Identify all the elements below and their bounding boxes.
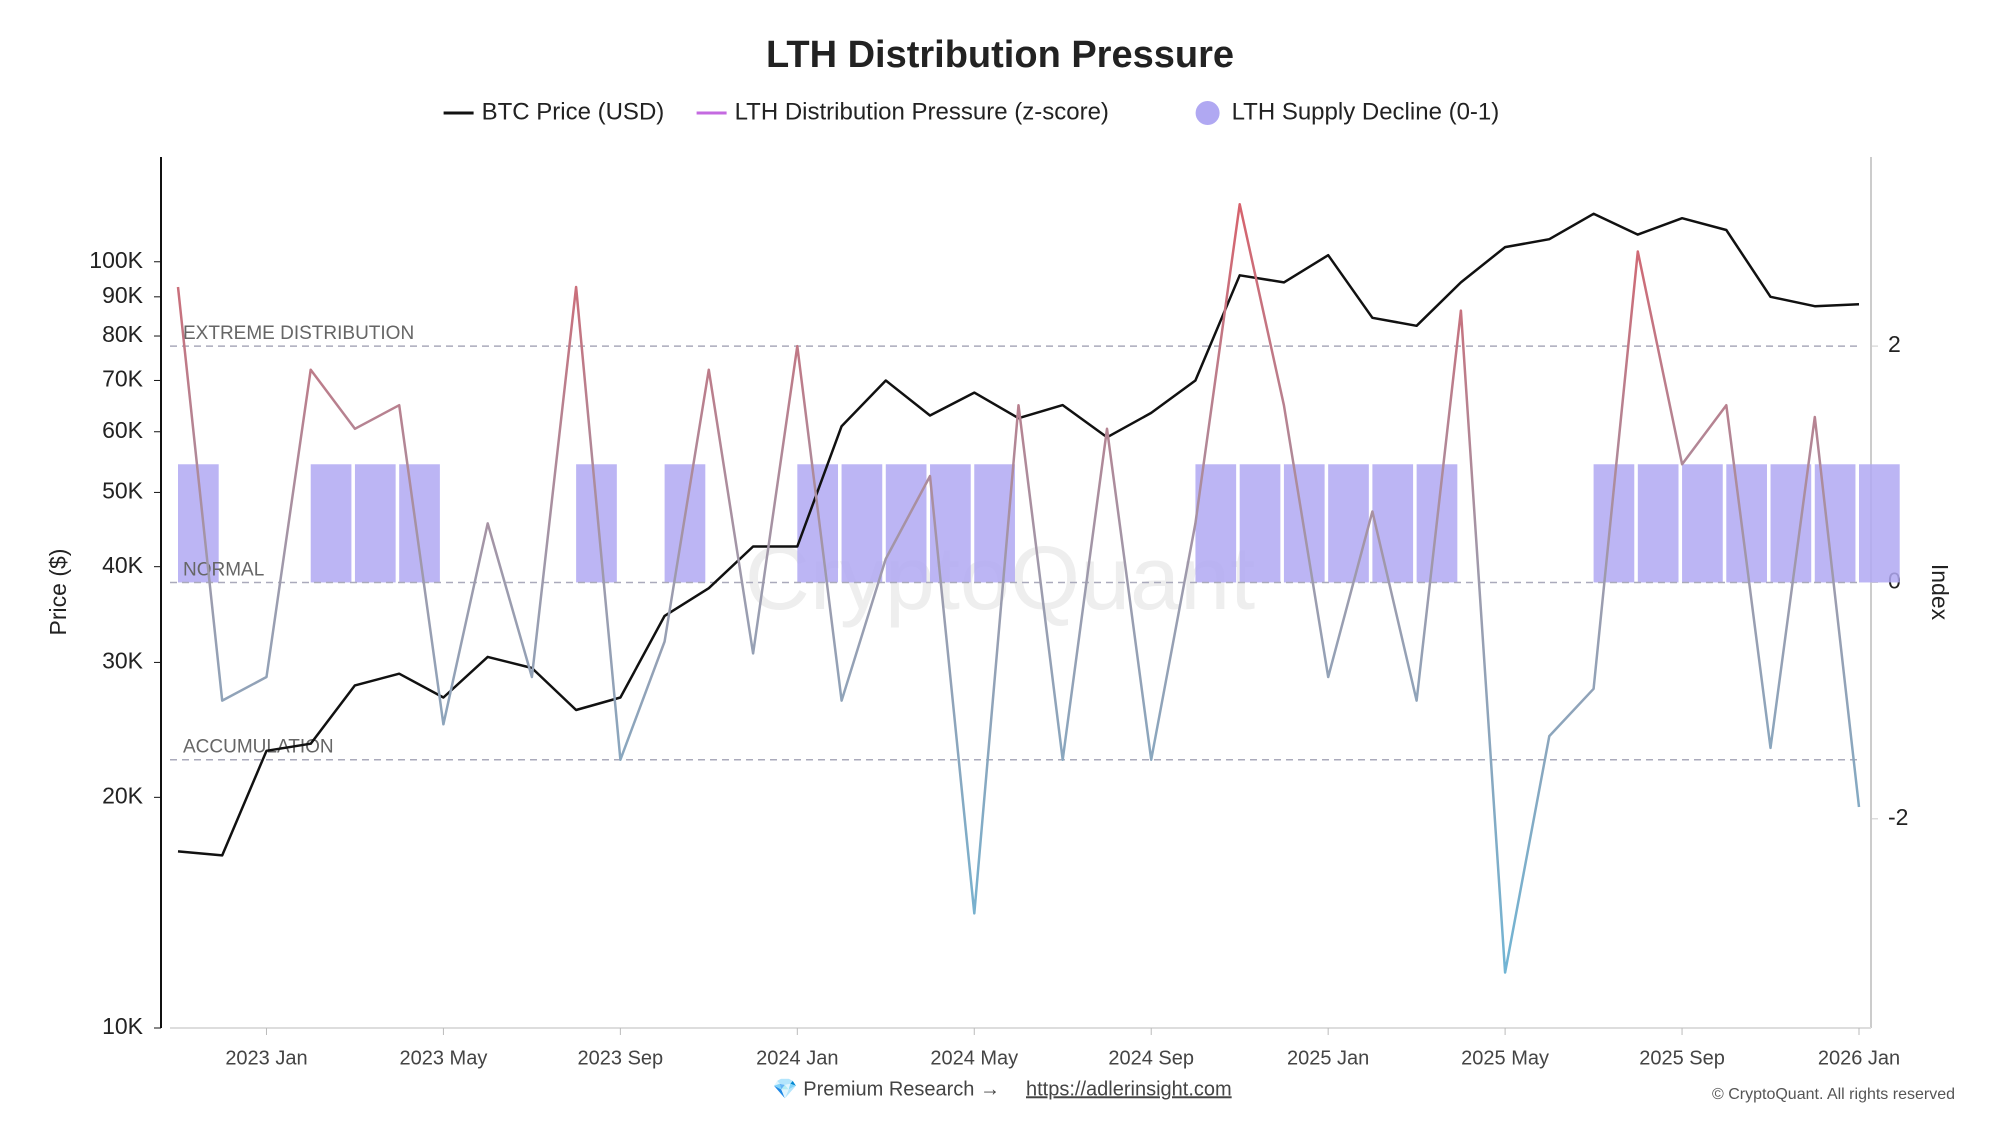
series-line — [176, 203, 1861, 974]
y2-tick-label: -2 — [1888, 804, 1908, 830]
footer-link[interactable]: https://adlerinsight.com — [1026, 1078, 1232, 1100]
supply-bar — [1239, 464, 1281, 583]
y-tick-label: 40K — [102, 552, 144, 578]
x-tick-label: 2023 May — [399, 1047, 487, 1069]
annotation-label: ACCUMULATION — [183, 737, 334, 758]
supply-bar — [1770, 464, 1812, 583]
x-tick-label: 2024 May — [930, 1047, 1018, 1069]
supply-bar — [1328, 464, 1369, 583]
y-tick-label: 20K — [102, 782, 144, 808]
y-tick-label: 90K — [102, 282, 144, 308]
supply-bar — [797, 464, 839, 583]
supply-bar — [1814, 464, 1856, 583]
annotation-label: NORMAL — [183, 559, 264, 580]
supply-bar — [1859, 464, 1900, 583]
supply-bar — [1637, 464, 1679, 583]
x-tick-label: 2026 Jan — [1818, 1047, 1900, 1069]
supply-bar — [930, 464, 971, 583]
y-axis-label: Price ($) — [45, 549, 71, 636]
x-tick-label: 2024 Sep — [1108, 1047, 1194, 1069]
y2-tick-label: 2 — [1888, 331, 1901, 357]
x-tick-label: 2024 Jan — [756, 1047, 838, 1069]
y-tick-label: 70K — [102, 366, 144, 392]
copyright: © CryptoQuant. All rights reserved — [1712, 1086, 1955, 1103]
y2-axis-label: Index — [1927, 564, 1953, 621]
x-tick-label: 2025 Sep — [1639, 1047, 1725, 1069]
y-tick-label: 100K — [89, 247, 143, 273]
y-tick-label: 50K — [102, 477, 144, 503]
supply-bar — [1372, 464, 1414, 583]
y-tick-label: 10K — [102, 1013, 144, 1039]
supply-bar — [1195, 464, 1237, 583]
legend-label: LTH Supply Decline (0-1) — [1232, 98, 1500, 125]
chart-title: LTH Distribution Pressure — [766, 34, 1234, 76]
y-tick-label: 30K — [102, 647, 144, 673]
y-tick-label: 60K — [102, 417, 144, 443]
x-tick-label: 2023 Jan — [225, 1047, 307, 1069]
supply-bar — [1682, 464, 1723, 583]
legend-swatch — [1195, 101, 1220, 125]
supply-bar — [576, 464, 617, 583]
y-tick-label: 80K — [102, 321, 144, 347]
supply-bar — [841, 464, 883, 583]
supply-bar — [310, 464, 352, 583]
x-tick-label: 2025 Jan — [1287, 1047, 1369, 1069]
legend-label: LTH Distribution Pressure (z-score) — [735, 98, 1109, 125]
x-tick-label: 2023 Sep — [578, 1047, 664, 1069]
supply-bar — [354, 464, 396, 583]
x-tick-label: 2025 May — [1461, 1047, 1549, 1069]
legend-label: BTC Price (USD) — [482, 98, 665, 125]
supply-bar — [399, 464, 440, 583]
footer-text: 💎 Premium Research → — [773, 1078, 1000, 1100]
annotation-label: EXTREME DISTRIBUTION — [183, 323, 414, 344]
